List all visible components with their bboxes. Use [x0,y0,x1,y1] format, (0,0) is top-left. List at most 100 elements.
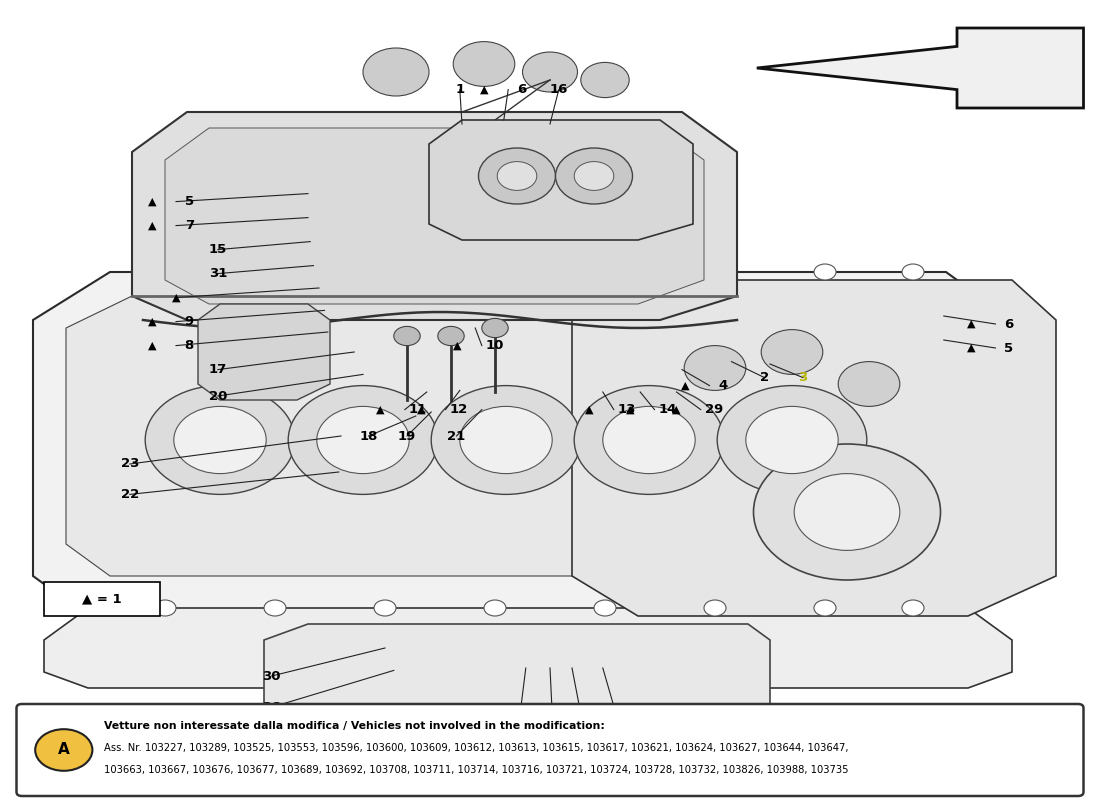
FancyBboxPatch shape [44,582,160,616]
Circle shape [594,600,616,616]
Polygon shape [44,608,1012,688]
Polygon shape [572,280,1056,616]
Circle shape [902,600,924,616]
Text: A: A [58,742,69,758]
Text: 10: 10 [486,339,504,352]
Circle shape [761,330,823,374]
Text: 8: 8 [185,339,194,352]
Text: ▲: ▲ [147,197,156,206]
Circle shape [838,362,900,406]
Circle shape [684,346,746,390]
Circle shape [717,386,867,494]
Circle shape [174,406,266,474]
Circle shape [154,264,176,280]
Circle shape [704,264,726,280]
Circle shape [754,444,940,580]
Polygon shape [165,128,704,304]
Text: ▲: ▲ [376,405,385,414]
Text: 17: 17 [209,363,227,376]
Text: 5: 5 [1004,342,1013,354]
Text: 26: 26 [503,776,520,789]
Text: 15: 15 [209,243,227,256]
Text: 5: 5 [185,195,194,208]
Text: 21: 21 [448,430,465,442]
Polygon shape [132,112,737,320]
Text: ▲: ▲ [147,317,156,326]
Text: a passion for excellence since 1985: a passion for excellence since 1985 [301,482,799,510]
Text: ▲: ▲ [147,341,156,350]
Circle shape [264,600,286,616]
Text: ▲ = 1: ▲ = 1 [81,593,122,606]
Text: eurospares: eurospares [251,338,849,430]
Circle shape [374,264,396,280]
Text: 20: 20 [209,390,227,402]
Text: 9: 9 [185,315,194,328]
Circle shape [374,600,396,616]
Circle shape [594,264,616,280]
Text: 23: 23 [121,458,139,470]
Polygon shape [33,272,1012,616]
Polygon shape [198,304,330,400]
Text: 18: 18 [360,430,377,442]
Circle shape [902,264,924,280]
Circle shape [574,386,724,494]
Text: ▲: ▲ [453,341,462,350]
Polygon shape [264,624,770,744]
Circle shape [363,48,429,96]
Text: Vetture non interessate dalla modifica / Vehicles not involved in the modificati: Vetture non interessate dalla modifica /… [104,722,605,731]
Text: 103663, 103667, 103676, 103677, 103689, 103692, 103708, 103711, 103714, 103716, : 103663, 103667, 103676, 103677, 103689, … [104,765,849,775]
Circle shape [482,318,508,338]
Circle shape [497,162,537,190]
Text: ▲: ▲ [585,405,594,414]
Text: 19: 19 [398,430,416,442]
Circle shape [478,148,556,204]
Polygon shape [757,28,1084,108]
Text: ▲: ▲ [147,221,156,230]
Circle shape [522,52,578,92]
Circle shape [438,326,464,346]
Circle shape [704,600,726,616]
Circle shape [574,162,614,190]
FancyBboxPatch shape [16,704,1084,796]
Polygon shape [66,296,979,576]
Circle shape [394,326,420,346]
Text: 31: 31 [209,267,227,280]
Circle shape [556,148,632,204]
Text: 16: 16 [550,83,568,96]
Circle shape [746,406,838,474]
Text: 28: 28 [263,701,280,714]
Text: ▲: ▲ [967,319,976,329]
Text: 25: 25 [585,776,603,789]
Text: Ass. Nr. 103227, 103289, 103525, 103553, 103596, 103600, 103609, 103612, 103613,: Ass. Nr. 103227, 103289, 103525, 103553,… [104,743,849,754]
Text: 2: 2 [760,371,769,384]
Circle shape [814,264,836,280]
Circle shape [264,264,286,280]
Text: 12: 12 [450,403,468,416]
Text: ▲: ▲ [681,381,690,390]
Text: 6: 6 [517,83,526,96]
Text: 24: 24 [627,776,645,789]
Circle shape [460,406,552,474]
Text: ▲: ▲ [672,405,681,414]
Text: 6: 6 [1004,318,1013,330]
Text: 13: 13 [618,403,636,416]
Text: 1: 1 [455,83,464,96]
Text: 29: 29 [705,403,723,416]
Circle shape [814,600,836,616]
Circle shape [794,474,900,550]
Polygon shape [429,120,693,240]
Text: 7: 7 [185,219,194,232]
Circle shape [453,42,515,86]
Text: 27: 27 [547,776,564,789]
Text: ▲: ▲ [480,85,488,94]
Circle shape [484,600,506,616]
Text: ▲: ▲ [626,405,635,414]
Text: ▲: ▲ [172,293,180,302]
Circle shape [154,600,176,616]
Text: 4: 4 [718,379,727,392]
Text: ▲: ▲ [967,343,976,353]
Circle shape [317,406,409,474]
Text: 14: 14 [659,403,676,416]
Circle shape [431,386,581,494]
Circle shape [581,62,629,98]
